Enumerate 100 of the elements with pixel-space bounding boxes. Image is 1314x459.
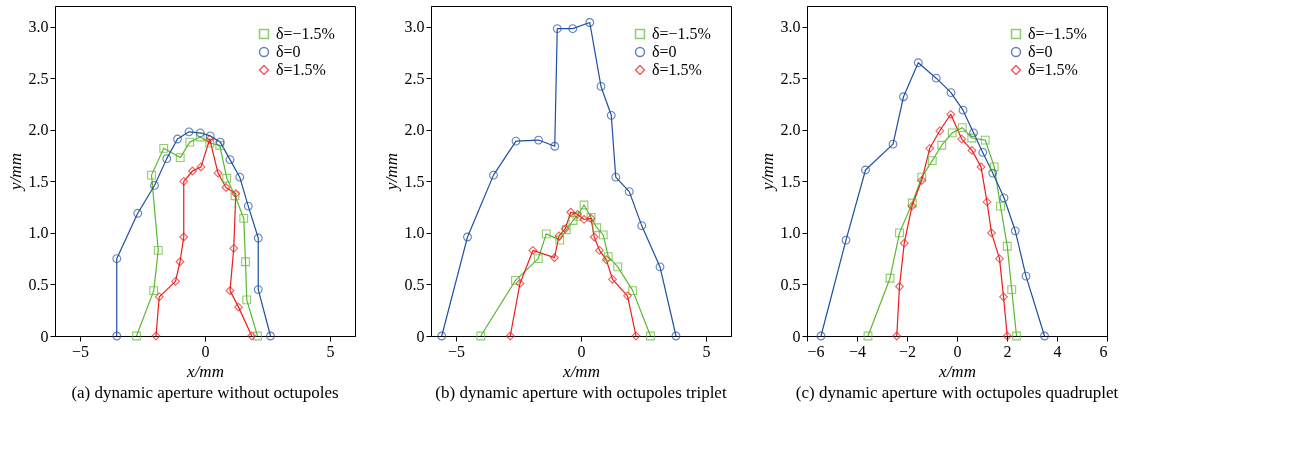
point	[995, 254, 1004, 264]
point	[253, 285, 263, 295]
y-tick-label: 2.5	[404, 69, 425, 87]
x-tick-label: 5	[326, 342, 335, 360]
point	[646, 331, 655, 341]
point	[937, 140, 947, 150]
point	[967, 145, 977, 155]
x-tick-label: −4	[848, 342, 867, 360]
point	[598, 230, 608, 240]
y-tick-label: 2.0	[404, 121, 425, 139]
x-tick-label: 6	[1099, 342, 1108, 360]
point	[511, 136, 521, 146]
point	[229, 243, 239, 253]
point	[489, 170, 498, 180]
point	[534, 135, 543, 145]
point	[988, 168, 998, 178]
point	[550, 253, 559, 263]
point	[947, 128, 957, 138]
y-tick-label: 1.5	[780, 172, 801, 190]
point	[861, 165, 870, 175]
point	[980, 135, 990, 145]
point	[1010, 226, 1020, 236]
point	[566, 207, 576, 217]
point	[150, 181, 159, 190]
point	[637, 221, 647, 231]
point	[175, 257, 185, 267]
point	[671, 331, 681, 341]
x-axis-title: x/mm	[186, 361, 224, 381]
point	[112, 331, 122, 341]
point	[195, 132, 205, 142]
point	[225, 286, 235, 296]
legend-label: δ=0	[276, 43, 301, 60]
point	[505, 331, 515, 341]
point	[1012, 331, 1021, 341]
point	[863, 331, 873, 341]
point	[1007, 285, 1017, 295]
point	[592, 223, 602, 233]
point	[213, 168, 223, 178]
point	[476, 331, 486, 341]
point	[253, 233, 263, 243]
y-axis-title: y/mm	[381, 153, 401, 192]
point	[541, 229, 551, 239]
x-tick-label: −2	[898, 342, 917, 360]
point	[999, 292, 1008, 302]
point	[179, 232, 189, 242]
point	[179, 176, 189, 186]
x-tick-label: 0	[201, 342, 210, 360]
point	[892, 331, 902, 341]
point	[946, 109, 956, 119]
point	[151, 331, 161, 341]
point	[608, 274, 617, 284]
point	[234, 302, 243, 312]
y-axis-title: y/mm	[757, 153, 777, 192]
point	[511, 275, 520, 285]
point	[528, 245, 538, 255]
point	[623, 291, 632, 301]
point	[611, 172, 621, 182]
point	[978, 148, 988, 157]
point	[1021, 271, 1031, 281]
x-tick-label: −5	[71, 342, 90, 360]
point	[173, 134, 182, 144]
point	[885, 273, 895, 283]
legend-label: δ=1.5%	[276, 61, 326, 78]
point	[222, 173, 232, 183]
point	[171, 276, 180, 286]
point	[159, 143, 169, 153]
point	[895, 282, 904, 291]
y-tick-label: 1.5	[404, 172, 425, 190]
point	[969, 128, 978, 138]
point	[596, 82, 606, 91]
point	[175, 153, 185, 163]
x-axis-title: x/mm	[562, 361, 600, 381]
point	[895, 228, 904, 238]
y-tick-label: 3.0	[28, 18, 49, 36]
y-tick-label: 1.0	[780, 224, 801, 242]
point	[655, 262, 665, 272]
legend-label: δ=1.5%	[1028, 61, 1078, 78]
point	[153, 245, 163, 255]
y-tick-label: 3.0	[780, 18, 801, 36]
text: (a) dynamic aperture without octupoles	[71, 383, 339, 402]
y-axis-title: y/mm	[5, 153, 25, 192]
point	[958, 105, 968, 115]
legend-label: δ=−1.5%	[652, 25, 711, 42]
point	[624, 187, 634, 197]
point	[579, 200, 589, 210]
x-tick-label: 0	[953, 342, 962, 360]
point	[154, 292, 164, 302]
y-tick-label: 1.0	[404, 224, 425, 242]
point	[149, 286, 159, 296]
point	[899, 92, 908, 102]
y-tick-label: 2.5	[28, 69, 49, 87]
point	[133, 208, 143, 218]
x-tick-label: 5	[702, 342, 711, 360]
point	[266, 331, 275, 341]
point	[999, 193, 1009, 203]
text: (b) dynamic aperture with octupoles triplet	[435, 383, 727, 402]
x-tick-label: −6	[807, 342, 825, 360]
legend-label: δ=0	[1028, 43, 1053, 60]
x-tick-label: 4	[1053, 342, 1062, 360]
legend-label: δ=−1.5%	[276, 25, 335, 42]
